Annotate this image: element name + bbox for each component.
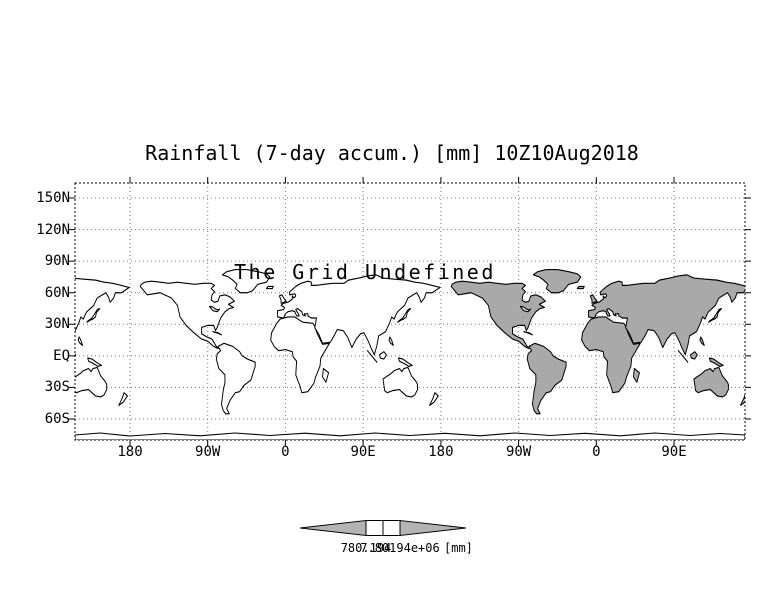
- lon-label-90w-1: 90W: [195, 444, 221, 460]
- axis-ticks: [69, 177, 751, 446]
- lat-label-60s: 60S: [44, 411, 70, 427]
- antarctica-coast: [75, 432, 745, 440]
- colorbar-cell-1: [365, 520, 384, 536]
- world-copy-center: [139, 269, 441, 415]
- colorbar-cell-2: [382, 520, 401, 536]
- colorbar-right-arrow: [399, 519, 467, 537]
- lat-label-120n: 120N: [36, 221, 70, 238]
- colorbar-unit-label: [mm]: [444, 541, 473, 555]
- top-axis-ticks: [129, 177, 675, 183]
- lon-label-0-1: 0: [281, 444, 290, 460]
- lat-label-60n: 60N: [44, 284, 70, 301]
- lon-label-90e-2: 90E: [661, 444, 687, 460]
- colorbar-min-label: 780.194: [340, 541, 392, 555]
- lat-label-eq: EQ: [53, 347, 70, 364]
- lon-label-180-2: 180: [428, 444, 454, 460]
- bottom-axis-ticks: [129, 440, 675, 446]
- world-map: [75, 269, 745, 440]
- lat-label-90n: 90N: [44, 253, 70, 270]
- colorbar-max-label: 7.80194e+06: [360, 541, 440, 555]
- colorbar: [299, 519, 467, 537]
- world-copy-east-shaded: [450, 269, 745, 415]
- map-frame: [74, 182, 746, 441]
- plot-title: Rainfall (7-day accum.) [mm] 10Z10Aug201…: [145, 141, 639, 165]
- lon-label-90e-1: 90E: [350, 444, 376, 460]
- lat-label-30n: 30N: [44, 316, 70, 333]
- lon-label-0-2: 0: [592, 444, 601, 460]
- lon-label-180-1: 180: [117, 444, 143, 460]
- left-axis-ticks: [69, 197, 75, 420]
- lon-label-90w-2: 90W: [505, 444, 532, 460]
- colorbar-left-arrow: [299, 519, 367, 537]
- lat-label-30s: 30S: [44, 379, 70, 396]
- right-axis-ticks: [745, 197, 751, 420]
- lat-label-150n: 150N: [36, 190, 70, 206]
- grid-undefined-message: The Grid Undefined: [234, 260, 496, 284]
